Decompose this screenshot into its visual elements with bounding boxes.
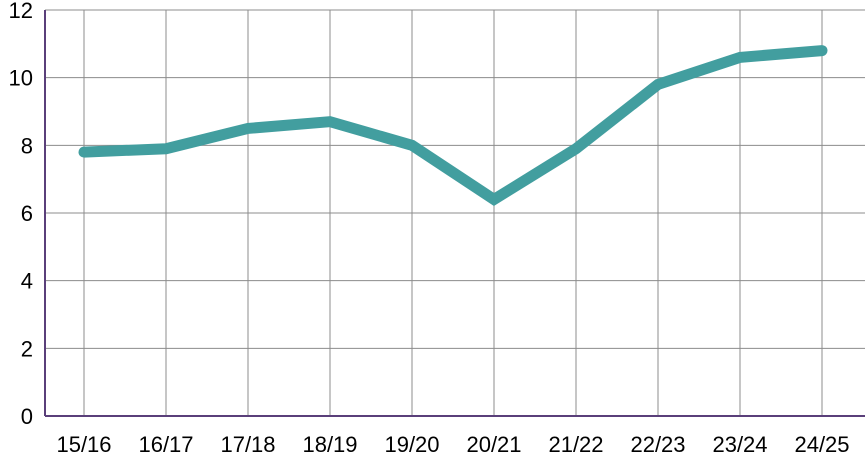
tick-labels: 0 2 4 6 8 10 12 15/16 16/17 17/18 18/19 19/20 20/21 2… — [9, 0, 850, 457]
y-tick-label: 6 — [21, 201, 33, 226]
y-tick-label: 4 — [21, 269, 33, 294]
y-tick-label: 2 — [21, 336, 33, 361]
x-tick-label: 20/21 — [466, 432, 521, 457]
y-tick-label: 0 — [21, 404, 33, 429]
y-tick-label: 12 — [9, 0, 33, 23]
series-line — [78, 45, 828, 206]
axes — [44, 10, 865, 417]
x-tick-label: 21/22 — [548, 432, 603, 457]
x-tick-label: 23/24 — [712, 432, 767, 457]
x-tick-label: 24/25 — [794, 432, 849, 457]
x-tick-label: 15/16 — [56, 432, 111, 457]
x-tick-label: 19/20 — [384, 432, 439, 457]
y-tick-label: 8 — [21, 133, 33, 158]
y-tick-label: 10 — [9, 66, 33, 91]
x-tick-label: 22/23 — [630, 432, 685, 457]
x-tick-label: 18/19 — [302, 432, 357, 457]
x-tick-label: 17/18 — [220, 432, 275, 457]
series — [78, 45, 828, 206]
grid — [45, 9, 865, 416]
x-tick-label: 16/17 — [138, 432, 193, 457]
